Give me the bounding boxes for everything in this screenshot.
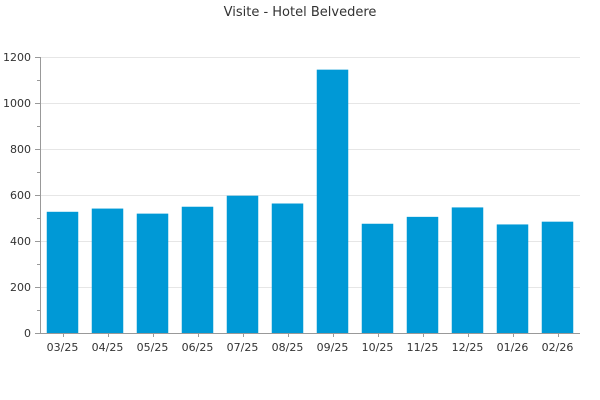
x-tick-label: 11/25	[407, 341, 439, 354]
axes	[35, 57, 580, 337]
bar-09-25	[316, 69, 349, 334]
bar-04-25	[91, 208, 124, 333]
bar-01-26	[496, 224, 529, 333]
bars	[46, 69, 574, 334]
grid-lines	[40, 57, 580, 288]
x-tick-label: 08/25	[272, 341, 304, 354]
bar-02-26	[541, 221, 574, 333]
x-tick-label: 01/26	[497, 341, 529, 354]
y-tick-label: 1000	[3, 97, 31, 110]
x-tick-label: 12/25	[452, 341, 484, 354]
y-axis-ticks: 0 200 400 600 800 1000 1200	[3, 51, 31, 340]
x-tick-label: 09/25	[317, 341, 349, 354]
x-tick-label: 10/25	[362, 341, 394, 354]
y-tick-label: 0	[24, 327, 31, 340]
y-tick-label: 1200	[3, 51, 31, 64]
x-axis-ticks: 03/25 04/25 05/25 06/25 07/25 08/25 09/25 10/25…	[47, 341, 574, 354]
x-tick-label: 05/25	[137, 341, 169, 354]
bar-08-25	[271, 203, 304, 333]
y-tick-label: 400	[10, 235, 31, 248]
chart-title: Visite - Hotel Belvedere	[224, 5, 377, 20]
x-tick-label: 03/25	[47, 341, 79, 354]
x-tick-label: 02/26	[542, 341, 574, 354]
x-tick-label: 07/25	[227, 341, 259, 354]
bar-10-25	[361, 223, 394, 333]
bar-05-25	[136, 213, 169, 333]
y-tick-label: 600	[10, 189, 31, 202]
y-tick-label: 800	[10, 143, 31, 156]
bar-06-25	[181, 206, 214, 333]
y-tick-label: 200	[10, 281, 31, 294]
bar-07-25	[226, 195, 259, 333]
x-tick-label: 04/25	[92, 341, 124, 354]
bar-12-25	[451, 207, 484, 333]
bar-11-25	[406, 216, 439, 333]
x-tick-label: 06/25	[182, 341, 214, 354]
bar-03-25	[46, 211, 79, 333]
